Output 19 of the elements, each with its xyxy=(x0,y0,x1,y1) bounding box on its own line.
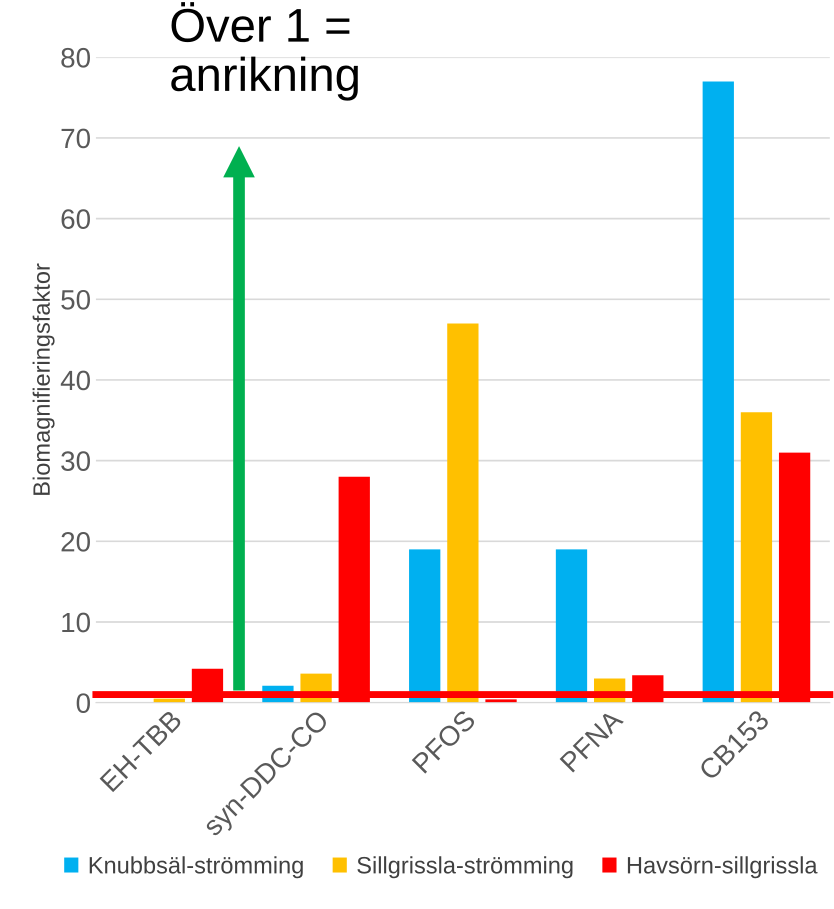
y-tick-label: 80 xyxy=(61,48,90,68)
y-tick-label: 70 xyxy=(62,128,90,148)
legend-label: Knubbsäl-strömming xyxy=(90,856,303,878)
y-axis-title: Biomagnifieringsfaktor xyxy=(32,264,55,495)
y-tick-label: 0 xyxy=(76,693,90,713)
bar xyxy=(740,412,772,703)
bar xyxy=(702,81,734,703)
y-tick-label: 20 xyxy=(62,532,90,552)
bar xyxy=(556,549,588,703)
legend-label: Havsörn-sillgrissla xyxy=(628,856,818,878)
y-tick-label: 40 xyxy=(60,370,90,390)
bar xyxy=(409,549,440,703)
y-tick-label: 30 xyxy=(61,451,90,471)
annotation: Över 1 = anrikning xyxy=(171,2,358,101)
y-tick-label: 10 xyxy=(62,612,90,632)
y-tick-label: 60 xyxy=(62,209,90,229)
y-tick-label: 50 xyxy=(61,290,90,310)
bar xyxy=(447,323,479,703)
legend-label: Sillgrissla-strömming xyxy=(357,856,573,878)
